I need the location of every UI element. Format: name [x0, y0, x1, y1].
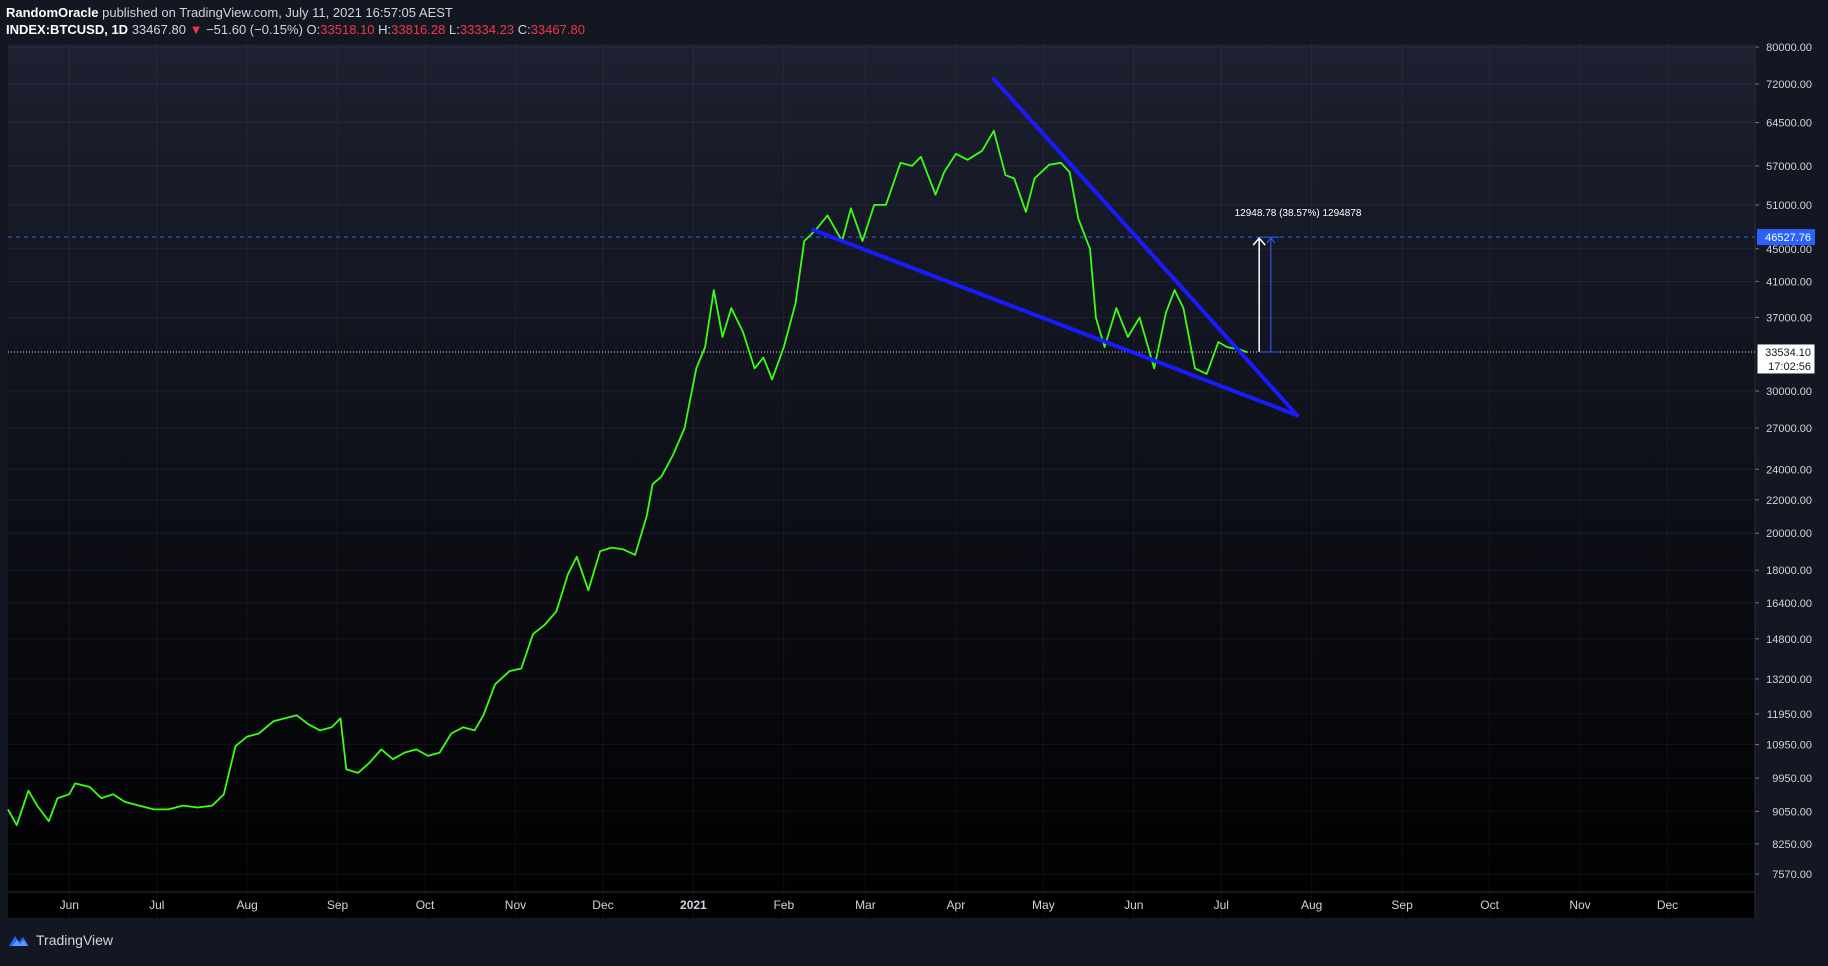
open-label: O:: [306, 22, 321, 37]
last-price: 33467.80: [131, 22, 186, 37]
y-tick-label: 72000.00: [1766, 79, 1812, 91]
price-change: −51.60 (−0.15%): [206, 22, 303, 37]
y-tick-label: 64500.00: [1766, 118, 1812, 130]
y-tick-label: 10950.00: [1766, 740, 1812, 752]
resistance-trendline[interactable]: [991, 77, 1300, 418]
close-value: 33467.80: [530, 22, 585, 37]
y-tick-label: 9050.00: [1772, 806, 1812, 818]
y-tick-label: 22000.00: [1766, 495, 1812, 507]
y-tick-label: 51000.00: [1766, 200, 1812, 212]
x-tick-label: Sep: [327, 898, 349, 912]
y-tick-label: 13200.00: [1766, 674, 1812, 686]
y-tick-label: 20000.00: [1766, 528, 1812, 540]
y-tick-label: 14800.00: [1766, 634, 1812, 646]
countdown-label: 17:02:56: [1768, 361, 1811, 373]
x-tick-label: Nov: [1569, 898, 1590, 912]
x-tick-label: Dec: [592, 898, 613, 912]
y-tick-label: 41000.00: [1766, 276, 1812, 288]
y-tick-label: 8250.00: [1772, 839, 1812, 851]
y-tick-label: 45000.00: [1766, 244, 1812, 256]
publish-info: published on TradingView.com, July 11, 2…: [102, 5, 453, 20]
y-tick-label: 80000.00: [1766, 42, 1812, 54]
tradingview-logo[interactable]: TradingView: [8, 932, 113, 948]
x-tick-label: Jul: [1214, 898, 1229, 912]
y-tick-label: 27000.00: [1766, 423, 1812, 435]
measure-arrowhead-white: [1252, 236, 1266, 246]
x-tick-label: Aug: [1301, 898, 1322, 912]
target-price-tag: [1757, 229, 1815, 246]
current-price-tag: [1756, 343, 1816, 375]
x-tick-label: Jul: [149, 898, 164, 912]
measure-arrowhead-blue: [1266, 237, 1276, 244]
symbol-label[interactable]: INDEX:BTCUSD, 1D: [6, 22, 129, 37]
x-tick-label: Apr: [947, 898, 966, 912]
high-label: H:: [378, 22, 392, 37]
y-tick-label: 30000.00: [1766, 386, 1812, 398]
x-tick-label: Aug: [236, 898, 257, 912]
x-tick-label: 2021: [680, 898, 707, 912]
x-tick-label: Feb: [773, 898, 794, 912]
x-tick-label: Oct: [1480, 898, 1499, 912]
x-tick-label: May: [1032, 898, 1055, 912]
measure-label: 12948.78 (38.57%) 1294878: [1235, 208, 1362, 219]
high-value: 33816.28: [391, 22, 446, 37]
brand-name: TradingView: [36, 932, 114, 948]
y-tick-label: 18000.00: [1766, 565, 1812, 577]
tradingview-logo-icon: [9, 936, 29, 946]
y-tick-label: 9950.00: [1772, 773, 1812, 785]
y-tick-label: 24000.00: [1766, 464, 1812, 476]
open-value: 33518.10: [320, 22, 375, 37]
x-tick-label: Sep: [1391, 898, 1413, 912]
y-tick-label: 7570.00: [1772, 869, 1812, 881]
y-tick-label: 37000.00: [1766, 312, 1812, 324]
down-arrow-icon: ▼: [189, 22, 203, 37]
current-price-label: 33534.10: [1765, 347, 1811, 359]
support-trendline[interactable]: [810, 227, 1300, 418]
author-name[interactable]: RandomOracle: [6, 5, 99, 20]
target-price-label: 46527.76: [1765, 232, 1811, 244]
y-tick-label: 11950.00: [1767, 709, 1812, 721]
plot-background: [8, 44, 1755, 918]
x-tick-label: Jun: [60, 898, 79, 912]
chart-header: RandomOracle published on TradingView.co…: [6, 4, 585, 38]
x-tick-label: Mar: [855, 898, 876, 912]
close-label: C:: [517, 22, 531, 37]
x-tick-label: Dec: [1657, 898, 1678, 912]
x-tick-label: Oct: [416, 898, 435, 912]
footer-bar: TradingView: [0, 922, 1828, 961]
x-tick-label: Nov: [505, 898, 526, 912]
price-line[interactable]: [7, 129, 1248, 827]
x-tick-label: Jun: [1124, 898, 1143, 912]
low-value: 33334.23: [459, 22, 515, 37]
publish-line: RandomOracle published on TradingView.co…: [6, 4, 585, 21]
low-label: L:: [449, 22, 460, 37]
y-tick-label: 57000.00: [1766, 161, 1812, 173]
y-tick-label: 16400.00: [1766, 598, 1812, 610]
ohlc-line: INDEX:BTCUSD, 1D 33467.80 ▼ −51.60 (−0.1…: [6, 21, 585, 38]
